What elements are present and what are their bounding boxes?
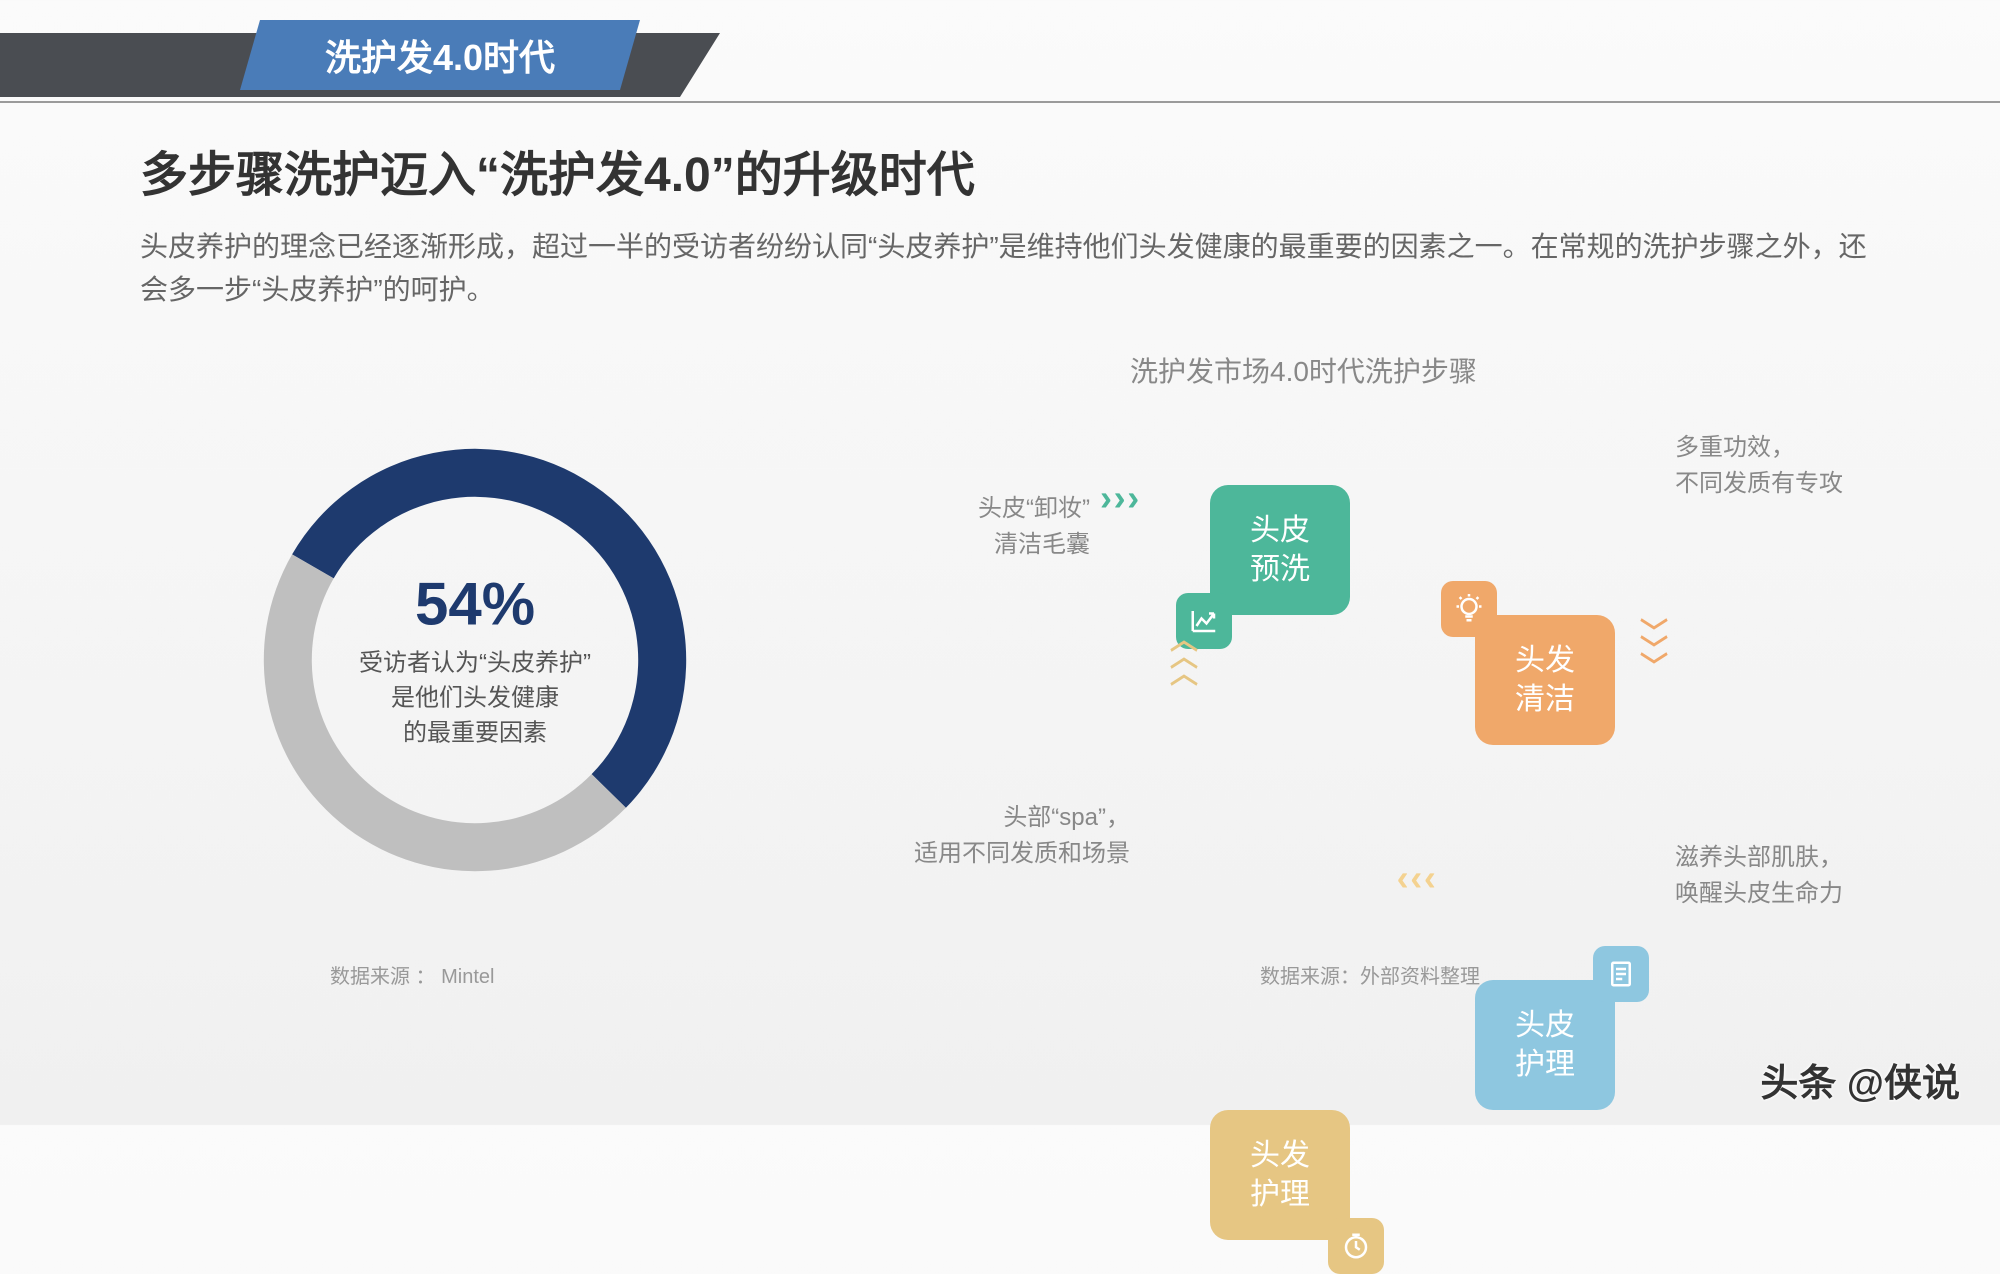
source-right: 数据来源：外部资料整理 — [1260, 960, 1480, 989]
flow-desc-scalp-care: 滋养头部肌肤，唤醒头皮生命力 — [1675, 840, 1843, 912]
donut-caption: 受访者认为“头皮养护” 是他们头发健康 的最重要因素 — [315, 646, 635, 750]
source-left: 数据来源 ： Mintel — [330, 960, 494, 989]
flow-box-scalp-care: 头皮护理 — [1475, 980, 1615, 1110]
donut-percent: 54% — [315, 569, 635, 638]
donut-chart: 54% 受访者认为“头皮养护” 是他们头发健康 的最重要因素 — [235, 420, 715, 900]
flow-desc-hair-care: 头部“spa”，适用不同发质和场景 — [914, 800, 1130, 872]
flow-desc-prewash: 头皮“卸妆”清洁毛囊 — [978, 491, 1090, 563]
flow-box-hair-care: 头发护理 — [1210, 1110, 1350, 1240]
page-title: 多步骤洗护迈入“洗护发4.0”的升级时代 — [140, 135, 975, 205]
chevron-up-icon: ︿︿︿ — [1170, 635, 1198, 685]
flow-box-clean: 头发清洁 — [1475, 615, 1615, 745]
header-badge: 洗护发4.0时代 — [240, 20, 640, 90]
flow-section-title: 洗护发市场4.0时代洗护步骤 — [1130, 350, 1477, 390]
clock-icon — [1328, 1218, 1384, 1274]
page-subtitle: 头皮养护的理念已经逐渐形成，超过一半的受访者纷纷认同“头皮养护”是维持他们头发健… — [140, 225, 1890, 312]
chevron-left-icon: ‹‹‹ — [1392, 860, 1433, 901]
donut-center: 54% 受访者认为“头皮养护” 是他们头发健康 的最重要因素 — [315, 569, 635, 750]
header-badge-text: 洗护发4.0时代 — [325, 29, 555, 81]
flow-box-prewash: 头皮预洗 — [1210, 485, 1350, 615]
chevron-right-icon: ››› — [1095, 480, 1136, 521]
flow-desc-clean: 多重功效，不同发质有专攻 — [1675, 430, 1843, 502]
doc-icon — [1593, 946, 1649, 1002]
chevron-down-icon: ﹀﹀﹀ — [1640, 628, 1668, 678]
bulb-icon — [1441, 581, 1497, 637]
watermark: 头条 @侠说 — [1760, 1052, 1960, 1107]
